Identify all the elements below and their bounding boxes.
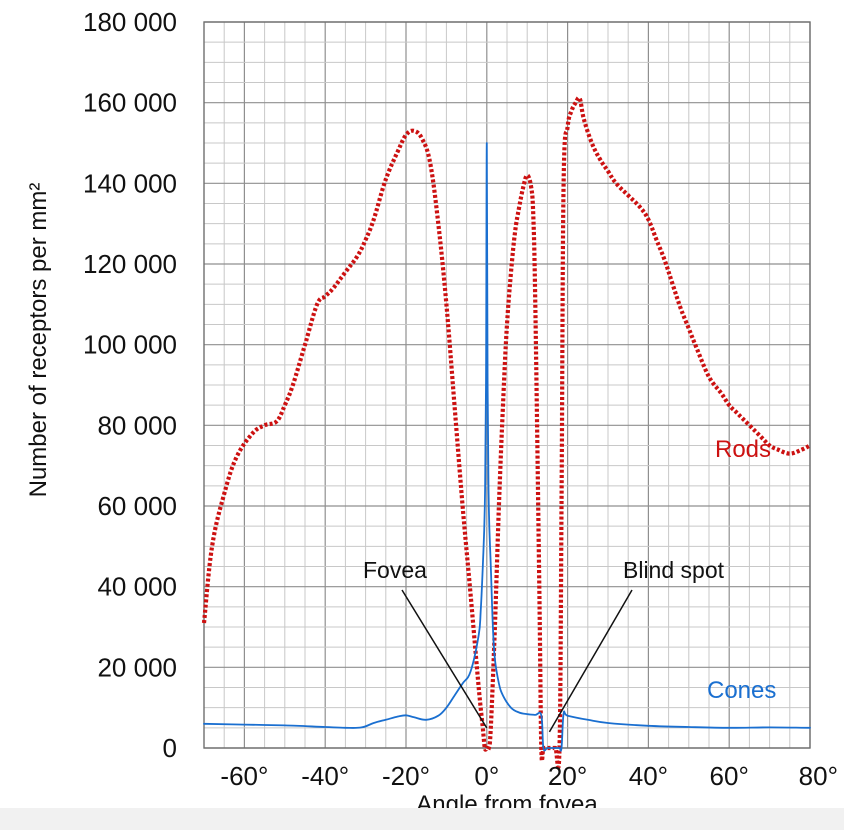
y-tick-label: 80 000 [97, 410, 177, 440]
y-tick-label: 180 000 [83, 7, 177, 37]
x-tick-label: 20° [548, 761, 587, 791]
y-tick-label: 140 000 [83, 168, 177, 198]
x-tick-label: 80° [799, 761, 838, 791]
fovea-pointer-line [401, 589, 488, 729]
y-tick-label: 40 000 [97, 572, 177, 602]
y-tick-label: 20 000 [97, 652, 177, 682]
fovea-annotation-label: Fovea [363, 557, 427, 583]
annotation-lines [401, 589, 633, 733]
plot-frame [203, 21, 811, 749]
blind-spot-pointer-line [548, 589, 633, 733]
rods-series-label: Rods [715, 436, 771, 463]
blind-spot-annotation-label: Blind spot [623, 557, 725, 583]
cones-series-label: Cones [707, 677, 776, 704]
x-tick-label: -40° [301, 761, 349, 791]
y-tick-label: 60 000 [97, 491, 177, 521]
x-tick-label: 0° [474, 761, 499, 791]
y-tick-label: 120 000 [83, 249, 177, 279]
series-layer [201, 95, 811, 770]
y-axis-ticks: 0 20 000 40 000 60 000 80 000 100 000 120 000 1… [83, 7, 177, 763]
y-tick-label: 100 000 [83, 330, 177, 360]
x-tick-label: -20° [382, 761, 430, 791]
rods-series-line [201, 95, 811, 770]
cones-series-line [203, 142, 811, 752]
bottom-strip [0, 808, 844, 830]
grid [203, 21, 811, 749]
y-tick-label: 160 000 [83, 88, 177, 118]
x-axis-ticks: -60° -40° -20° 0° 20° 40° 60° 80° [220, 761, 838, 791]
x-tick-label: -60° [220, 761, 268, 791]
y-axis-title: Number of receptors per mm² [25, 183, 52, 498]
x-tick-label: 60° [710, 761, 749, 791]
x-tick-label: 40° [629, 761, 668, 791]
y-tick-label: 0 [163, 733, 177, 763]
